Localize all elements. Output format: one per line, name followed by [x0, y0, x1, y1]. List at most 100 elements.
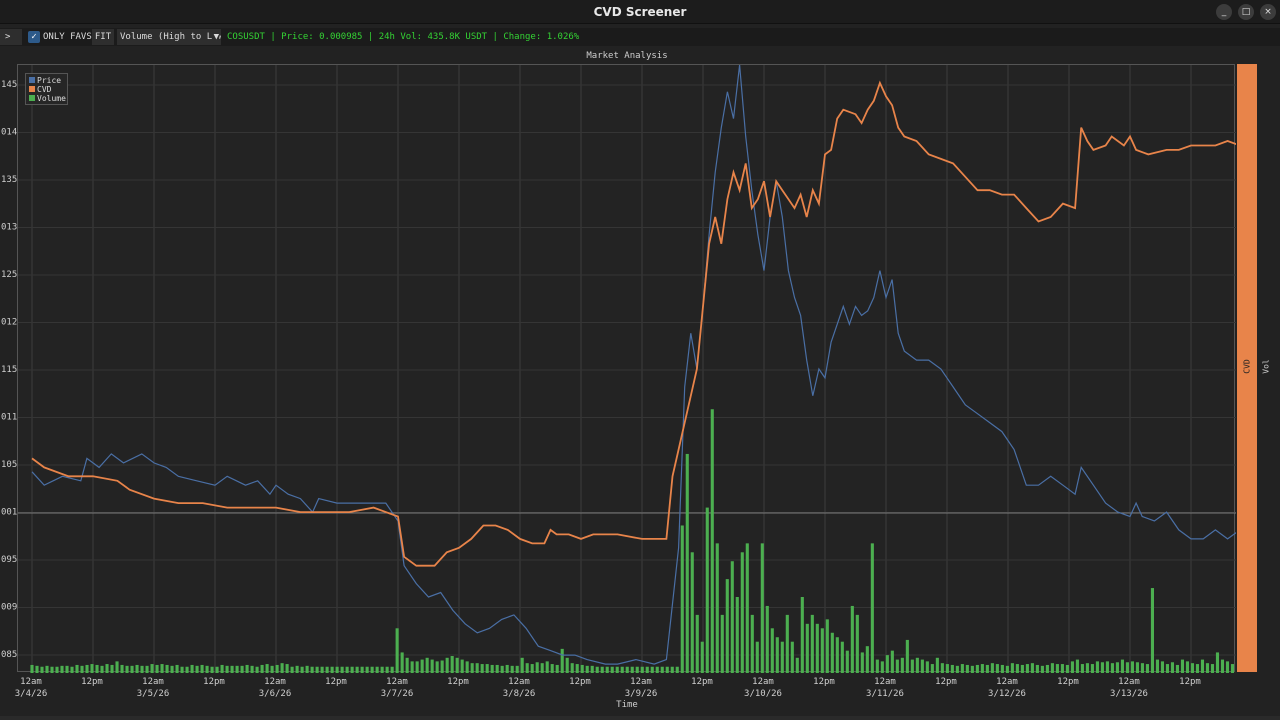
volume-bar — [995, 664, 999, 673]
maximize-button[interactable]: □ — [1238, 4, 1254, 20]
chevron-down-icon: ▼ — [211, 29, 219, 45]
legend-swatch-price — [29, 77, 35, 83]
volume-bar — [1190, 663, 1195, 673]
volume-bar — [610, 666, 614, 673]
volume-bar — [1230, 664, 1235, 673]
cvd-axis-label: CVD — [1242, 359, 1252, 374]
volume-bar — [405, 657, 409, 673]
volume-bar — [580, 664, 584, 673]
volume-bar — [80, 665, 84, 673]
volume-bar — [600, 666, 604, 673]
volume-bar — [505, 664, 509, 673]
volume-bar — [1015, 664, 1019, 673]
volume-bar — [450, 656, 454, 673]
toolbar: > ✓ ONLY FAVS FIT Volume (High to Low) ▼… — [0, 28, 1280, 46]
x-tick-label: 12am — [1118, 677, 1140, 687]
volume-bar — [280, 663, 284, 673]
x-tick-date-label: 3/5/26 — [137, 689, 170, 699]
volume-bar — [1100, 662, 1104, 673]
volume-bar — [1125, 662, 1129, 673]
volume-bar — [275, 664, 279, 673]
volume-bar — [880, 661, 884, 673]
volume-bar — [990, 663, 994, 673]
volume-bar — [800, 597, 804, 673]
volume-bar — [510, 665, 514, 673]
volume-bar — [465, 661, 469, 673]
plot-area[interactable] — [17, 64, 1236, 673]
fit-button[interactable]: FIT — [92, 29, 114, 45]
volume-bar — [595, 666, 599, 673]
volume-bar — [1160, 661, 1165, 673]
volume-bar — [135, 664, 139, 673]
volume-bar — [845, 650, 849, 673]
volume-bar — [150, 664, 154, 673]
volume-bar — [390, 666, 394, 673]
volume-bar — [1220, 659, 1225, 673]
volume-bar — [720, 614, 724, 673]
volume-bar — [690, 552, 694, 673]
volume-bar — [500, 665, 504, 673]
volume-bar — [1140, 663, 1144, 673]
bottom-bar — [0, 716, 1280, 720]
volume-bar — [375, 666, 379, 673]
x-tick-label: 12am — [508, 677, 530, 687]
volume-bar — [735, 597, 739, 673]
volume-bar — [870, 543, 874, 673]
volume-bar — [40, 666, 44, 673]
y-tick-label: 001 — [1, 508, 17, 518]
volume-bar — [655, 666, 659, 673]
volume-bar — [120, 664, 124, 673]
sort-select[interactable]: Volume (High to Low) ▼ — [117, 29, 221, 45]
volume-bar — [1170, 662, 1175, 673]
x-tick-label: 12pm — [1057, 677, 1079, 687]
volume-bar — [240, 665, 244, 673]
volume-bar — [710, 409, 714, 673]
volume-bar — [585, 665, 589, 673]
volume-bar — [1120, 659, 1124, 673]
minimize-button[interactable]: _ — [1216, 4, 1232, 20]
volume-bar — [535, 662, 539, 673]
x-tick-date-label: 3/13/26 — [1110, 689, 1148, 699]
volume-bar — [1105, 661, 1109, 673]
x-tick-label: 12am — [874, 677, 896, 687]
volume-bar — [725, 579, 729, 673]
y-tick-label: 095 — [1, 555, 17, 565]
volume-bar — [110, 664, 114, 673]
volume-bar — [650, 666, 654, 673]
volume-bar — [165, 664, 169, 673]
volume-bar — [300, 666, 304, 673]
volume-bar — [1210, 664, 1215, 673]
volume-bar — [860, 652, 864, 673]
volume-bar — [525, 663, 529, 673]
volume-bar — [475, 663, 479, 673]
volume-bar — [615, 666, 619, 673]
volume-bar — [630, 666, 634, 673]
volume-bar — [660, 666, 664, 673]
volume-bar — [1135, 662, 1139, 673]
price-line — [31, 65, 1236, 665]
expand-button[interactable]: > — [0, 29, 22, 45]
x-tick-date-label: 3/6/26 — [259, 689, 292, 699]
volume-bar — [1090, 664, 1094, 673]
volume-bar — [185, 666, 189, 673]
volume-bar — [470, 663, 474, 673]
volume-bar — [320, 666, 324, 673]
y-tick-label: 085 — [1, 650, 17, 660]
volume-bar — [220, 664, 224, 673]
close-button[interactable]: × — [1260, 4, 1276, 20]
only-favs-checkbox[interactable]: ✓ — [28, 31, 40, 43]
volume-bar — [45, 665, 49, 673]
volume-bar — [180, 666, 184, 673]
legend-entry-volume: Volume — [29, 94, 66, 103]
cvd-scale-rail[interactable] — [1237, 64, 1257, 672]
volume-bar — [360, 666, 364, 673]
volume-bar — [1050, 663, 1054, 673]
chart-legend: Price CVD Volume — [25, 73, 68, 105]
volume-bar — [115, 661, 119, 673]
volume-bar — [90, 664, 94, 673]
x-tick-label: 12am — [264, 677, 286, 687]
y-tick-label: 115 — [1, 365, 17, 375]
x-tick-label: 12pm — [935, 677, 957, 687]
volume-bar — [940, 663, 944, 673]
volume-bar — [855, 614, 859, 673]
